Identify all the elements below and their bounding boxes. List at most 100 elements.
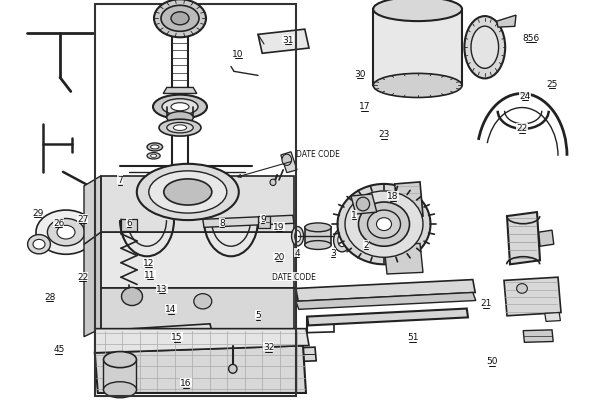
Ellipse shape — [151, 155, 157, 158]
Text: 51: 51 — [407, 332, 419, 341]
Text: 8: 8 — [219, 218, 225, 227]
Ellipse shape — [292, 227, 304, 246]
Ellipse shape — [356, 198, 370, 211]
Ellipse shape — [305, 223, 331, 232]
Text: 9: 9 — [260, 214, 266, 223]
Text: 2: 2 — [363, 240, 369, 249]
Ellipse shape — [104, 352, 137, 368]
Polygon shape — [395, 182, 423, 219]
Polygon shape — [545, 313, 560, 322]
Bar — [95, 5, 296, 396]
Ellipse shape — [154, 0, 206, 38]
Text: 23: 23 — [379, 130, 389, 139]
Ellipse shape — [125, 330, 130, 333]
Text: 27: 27 — [77, 214, 88, 223]
Text: 50: 50 — [486, 356, 498, 365]
Polygon shape — [296, 293, 476, 310]
Polygon shape — [163, 88, 197, 94]
Bar — [85, 229, 100, 236]
Text: 24: 24 — [520, 92, 530, 101]
Text: 26: 26 — [53, 218, 64, 227]
Text: 22: 22 — [77, 272, 88, 281]
Ellipse shape — [338, 234, 346, 247]
Text: DATE CODE: DATE CODE — [272, 272, 316, 281]
Text: 856: 856 — [523, 34, 539, 43]
Text: 31: 31 — [282, 36, 294, 45]
Ellipse shape — [194, 294, 212, 309]
Text: 21: 21 — [481, 298, 491, 307]
Polygon shape — [351, 194, 377, 215]
Ellipse shape — [368, 211, 401, 239]
Text: 11: 11 — [144, 270, 156, 279]
Ellipse shape — [125, 345, 130, 347]
Ellipse shape — [147, 144, 163, 152]
Polygon shape — [95, 346, 306, 393]
Ellipse shape — [373, 0, 462, 22]
Ellipse shape — [359, 203, 410, 247]
Polygon shape — [84, 233, 101, 337]
Text: 22: 22 — [517, 124, 527, 133]
Ellipse shape — [173, 126, 187, 131]
Polygon shape — [504, 277, 561, 316]
Text: DATE CODE: DATE CODE — [238, 150, 340, 178]
Polygon shape — [507, 213, 540, 265]
Polygon shape — [373, 10, 462, 86]
Text: 32: 32 — [263, 342, 274, 351]
Text: 45: 45 — [53, 344, 64, 353]
Text: 20: 20 — [274, 252, 284, 261]
Polygon shape — [84, 176, 101, 245]
Ellipse shape — [345, 192, 423, 258]
Ellipse shape — [36, 211, 96, 255]
Ellipse shape — [161, 330, 166, 333]
Ellipse shape — [171, 13, 189, 26]
Ellipse shape — [334, 229, 350, 252]
Ellipse shape — [153, 95, 207, 119]
Ellipse shape — [295, 231, 301, 242]
Text: 3: 3 — [330, 248, 336, 257]
Ellipse shape — [122, 288, 143, 306]
Ellipse shape — [167, 123, 193, 134]
Ellipse shape — [161, 345, 166, 347]
Polygon shape — [281, 152, 297, 173]
Bar — [103, 360, 136, 390]
Ellipse shape — [164, 179, 212, 205]
Text: 19: 19 — [273, 222, 285, 231]
Ellipse shape — [147, 153, 160, 160]
Text: 5: 5 — [255, 310, 261, 319]
Ellipse shape — [171, 103, 189, 111]
Text: 7: 7 — [117, 176, 123, 185]
Ellipse shape — [33, 240, 45, 249]
Text: 14: 14 — [166, 304, 176, 313]
Text: 28: 28 — [44, 292, 55, 301]
Ellipse shape — [57, 226, 75, 239]
Ellipse shape — [159, 120, 201, 137]
Ellipse shape — [167, 112, 193, 124]
Ellipse shape — [471, 27, 499, 69]
Text: 10: 10 — [232, 50, 244, 59]
Ellipse shape — [464, 17, 505, 79]
Ellipse shape — [282, 155, 292, 166]
Polygon shape — [305, 228, 331, 245]
Text: 30: 30 — [354, 70, 366, 79]
Ellipse shape — [104, 382, 137, 398]
Text: 25: 25 — [547, 80, 557, 89]
Text: 15: 15 — [171, 332, 183, 341]
Polygon shape — [101, 176, 294, 233]
Text: 16: 16 — [180, 379, 192, 387]
Text: 12: 12 — [143, 258, 154, 267]
Text: 1: 1 — [351, 210, 357, 219]
Polygon shape — [497, 16, 516, 28]
Polygon shape — [101, 289, 294, 329]
Polygon shape — [307, 309, 468, 326]
Ellipse shape — [373, 74, 462, 98]
Ellipse shape — [338, 184, 431, 265]
Text: 29: 29 — [32, 208, 43, 217]
Text: 6: 6 — [126, 218, 132, 227]
Polygon shape — [95, 329, 309, 353]
Ellipse shape — [137, 164, 239, 221]
Ellipse shape — [305, 241, 331, 250]
Polygon shape — [203, 216, 294, 228]
Ellipse shape — [270, 180, 276, 186]
Polygon shape — [276, 347, 316, 363]
Polygon shape — [101, 324, 216, 355]
